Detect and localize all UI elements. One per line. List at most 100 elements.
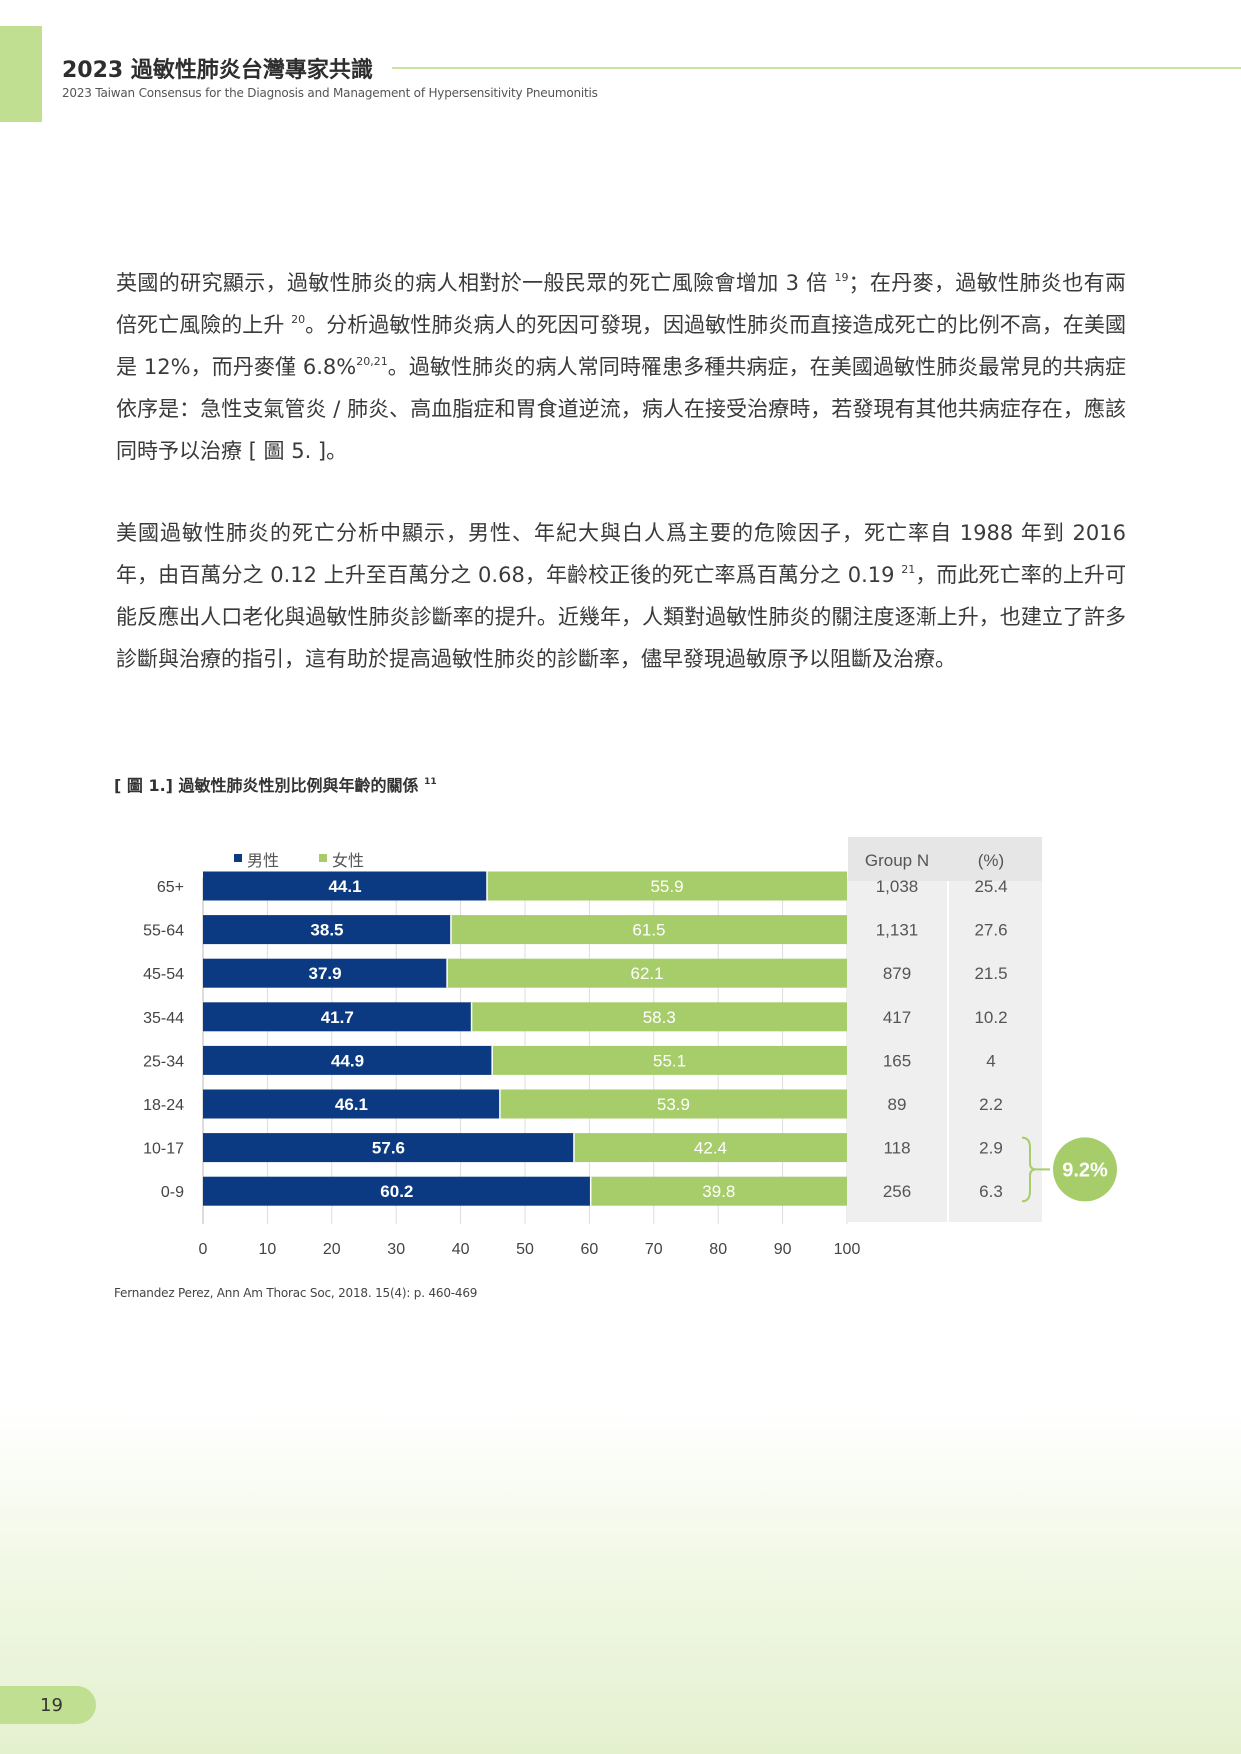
- male-value-label: 44.9: [331, 1051, 364, 1070]
- x-tick-label: 30: [387, 1241, 405, 1258]
- male-bar: [203, 1089, 500, 1119]
- paragraph-text: ；在丹麥，過敏性肺炎也有兩倍死亡風險的上升: [116, 271, 1126, 337]
- citation-ref: 21: [901, 563, 916, 576]
- header-divider: [392, 67, 1241, 69]
- body-paragraph-2: 美國過敏性肺炎的死亡分析中顯示，男性、年紀大與白人爲主要的危險因子，死亡率自 1…: [116, 512, 1126, 680]
- male-value-label: 37.9: [308, 964, 341, 983]
- x-tick-label: 80: [709, 1241, 727, 1258]
- x-tick-label: 70: [645, 1241, 663, 1258]
- body-paragraph-1: 英國的研究顯示，過敏性肺炎的病人相對於一般民眾的死亡風險會增加 3 倍 19；在…: [116, 262, 1126, 472]
- male-bar: [203, 1176, 591, 1206]
- paragraph-text: ，而此死亡率的上升可能反應出人口老化與過敏性肺炎診斷率的提升。近幾年，人類對過敏…: [116, 563, 1126, 671]
- x-tick-label: 10: [259, 1241, 277, 1258]
- age-category-label: 55-64: [143, 923, 184, 940]
- x-tick-label: 0: [199, 1241, 208, 1258]
- female-value-label: 42.4: [694, 1139, 727, 1158]
- male-bar: [203, 1045, 493, 1075]
- table-column-percent-bg: [949, 837, 1042, 1222]
- table-column-group-n-bg: [848, 837, 947, 1222]
- percent-cell: 2.2: [979, 1095, 1003, 1114]
- x-tick-label: 100: [834, 1241, 861, 1258]
- header-title: 2023 過敏性肺炎台灣專家共識: [62, 58, 373, 83]
- paragraph-text: 美國過敏性肺炎的死亡分析中顯示，男性、年紀大與白人爲主要的危險因子，死亡率自 1…: [116, 521, 1126, 587]
- age-category-label: 45-54: [143, 966, 184, 983]
- female-bar: [590, 1176, 847, 1206]
- age-category-label: 10-17: [143, 1141, 184, 1158]
- female-value-label: 61.5: [632, 921, 665, 940]
- female-bar: [487, 871, 847, 901]
- male-value-label: 46.1: [335, 1095, 368, 1114]
- header-subtitle: 2023 Taiwan Consensus for the Diagnosis …: [62, 86, 598, 100]
- age-category-label: 65+: [157, 879, 184, 896]
- male-value-label: 41.7: [321, 1008, 354, 1027]
- figure-title-text: [ 圖 1.] 過敏性肺炎性別比例與年齡的關係: [114, 776, 419, 795]
- female-bar: [499, 1089, 847, 1119]
- figure-source: Fernandez Perez, Ann Am Thorac Soc, 2018…: [114, 1286, 478, 1300]
- percent-cell: 21.5: [974, 964, 1007, 983]
- percent-cell: 27.6: [974, 921, 1007, 940]
- group-n-cell: 118: [883, 1139, 910, 1158]
- male-bar: [203, 915, 451, 945]
- legend-label: 男性: [247, 851, 279, 870]
- citation-ref: 20: [291, 313, 306, 326]
- male-value-label: 44.1: [328, 877, 361, 896]
- percent-cell: 25.4: [974, 877, 1007, 896]
- female-value-label: 53.9: [657, 1095, 690, 1114]
- male-value-label: 57.6: [372, 1139, 405, 1158]
- legend-swatch: [234, 854, 242, 862]
- female-value-label: 62.1: [630, 964, 663, 983]
- x-tick-label: 20: [323, 1241, 341, 1258]
- age-category-label: 25-34: [143, 1053, 184, 1070]
- x-tick-label: 60: [581, 1241, 599, 1258]
- page-number-pill: [0, 1686, 96, 1724]
- male-bar: [203, 1133, 574, 1163]
- paragraph-text: 英國的研究顯示，過敏性肺炎的病人相對於一般民眾的死亡風險會增加 3 倍: [116, 271, 835, 295]
- paragraph-text: 。分析過敏性肺炎病人的死因可發現，因過敏性肺炎而直接造成死亡的比例不高，在美國是…: [116, 313, 1126, 379]
- page-footer-background: [0, 1410, 1241, 1754]
- female-bar: [573, 1133, 847, 1163]
- group-n-cell: 1,131: [876, 921, 919, 940]
- paragraph-text: 。過敏性肺炎的病人常同時罹患多種共病症，在美國過敏性肺炎最常見的共病症依序是：急…: [116, 355, 1126, 463]
- female-bar: [450, 915, 847, 945]
- age-category-label: 0-9: [161, 1184, 184, 1201]
- table-header-percent: (%): [978, 851, 1004, 870]
- x-tick-label: 40: [452, 1241, 470, 1258]
- female-value-label: 58.3: [643, 1008, 676, 1027]
- citation-ref: 19: [834, 271, 849, 284]
- female-value-label: 55.9: [650, 877, 683, 896]
- female-bar: [447, 958, 847, 988]
- group-n-cell: 165: [883, 1051, 911, 1070]
- callout-value: 9.2%: [1062, 1159, 1108, 1181]
- female-bar: [471, 1002, 847, 1032]
- figure-title-ref: 11: [424, 777, 437, 787]
- female-value-label: 39.8: [702, 1182, 735, 1201]
- table-header-bg: [848, 837, 1042, 881]
- percent-cell: 4: [986, 1051, 995, 1070]
- group-n-cell: 417: [883, 1008, 911, 1027]
- percent-cell: 6.3: [979, 1182, 1003, 1201]
- citation-ref: 20,21: [356, 355, 388, 368]
- female-bar: [492, 1045, 847, 1075]
- callout-circle: [1053, 1137, 1117, 1202]
- sex-age-bar-chart: Group N (%) 男性 女性 65+ 44.1 55.9 1,038 25.4 55-64 3…: [143, 837, 1117, 1258]
- male-value-label: 60.2: [380, 1182, 413, 1201]
- age-category-label: 35-44: [143, 1010, 184, 1027]
- group-n-cell: 256: [883, 1182, 911, 1201]
- percent-cell: 2.9: [979, 1139, 1003, 1158]
- x-tick-label: 50: [516, 1241, 534, 1258]
- percent-cell: 10.2: [974, 1008, 1007, 1027]
- legend-swatch: [319, 854, 327, 862]
- age-category-label: 18-24: [143, 1097, 184, 1114]
- table-header-group-n: Group N: [865, 851, 929, 870]
- male-value-label: 38.5: [310, 921, 343, 940]
- female-value-label: 55.1: [653, 1051, 686, 1070]
- male-bar: [203, 958, 448, 988]
- group-n-cell: 879: [883, 964, 911, 983]
- male-bar: [203, 1002, 472, 1032]
- x-tick-label: 90: [774, 1241, 792, 1258]
- male-bar: [203, 871, 488, 901]
- legend-label: 女性: [332, 851, 364, 870]
- group-n-cell: 89: [888, 1095, 907, 1114]
- header-accent-tab: [0, 26, 42, 122]
- figure-title: [ 圖 1.] 過敏性肺炎性別比例與年齡的關係 11: [114, 772, 437, 796]
